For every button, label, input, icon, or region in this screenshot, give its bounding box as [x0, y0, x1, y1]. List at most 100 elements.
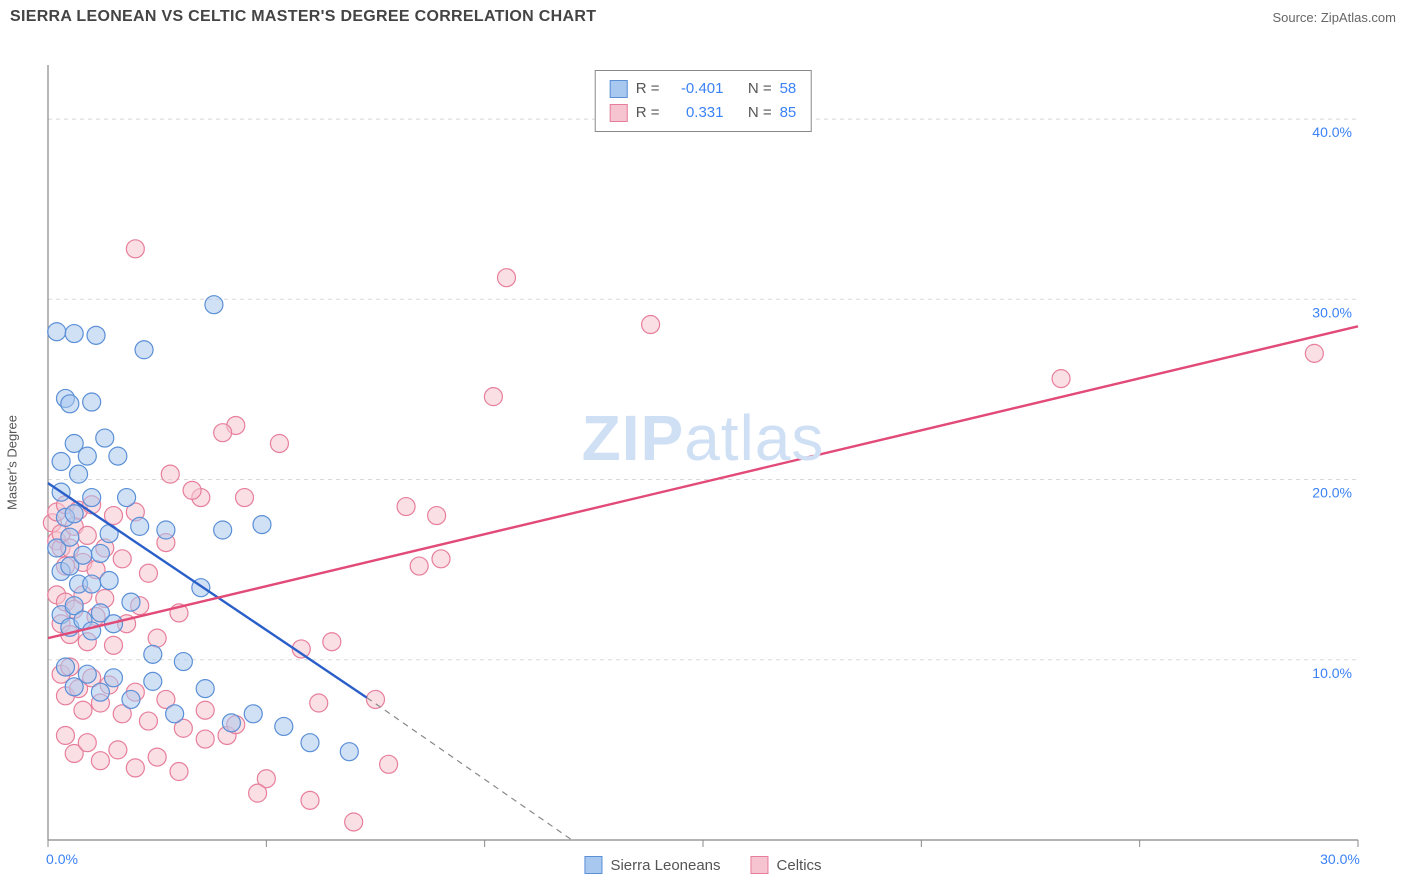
n-label: N = [748, 77, 772, 101]
scatter-point-sierra_leoneans [61, 395, 79, 413]
scatter-point-sierra_leoneans [91, 544, 109, 562]
scatter-point-celtics [498, 269, 516, 287]
scatter-point-sierra_leoneans [222, 714, 240, 732]
stats-legend: R =-0.401 N =58R =0.331 N =85 [595, 70, 812, 132]
scatter-point-sierra_leoneans [131, 517, 149, 535]
chart-header: SIERRA LEONEAN VS CELTIC MASTER'S DEGREE… [0, 0, 1406, 30]
n-value: 85 [780, 101, 797, 125]
y-axis-label: Master's Degree [5, 415, 20, 510]
trend-line-celtics [48, 326, 1358, 638]
scatter-point-sierra_leoneans [96, 429, 114, 447]
scatter-point-celtics [78, 734, 96, 752]
y-tick-label: 40.0% [1312, 124, 1352, 140]
stats-legend-row-sierra_leoneans: R =-0.401 N =58 [610, 77, 797, 101]
scatter-point-sierra_leoneans [214, 521, 232, 539]
scatter-point-sierra_leoneans [48, 323, 66, 341]
scatter-point-celtics [1052, 370, 1070, 388]
scatter-point-sierra_leoneans [109, 447, 127, 465]
r-label: R = [636, 101, 660, 125]
scatter-point-celtics [642, 316, 660, 334]
scatter-point-sierra_leoneans [157, 521, 175, 539]
scatter-point-sierra_leoneans [74, 546, 92, 564]
scatter-point-celtics [323, 633, 341, 651]
scatter-point-celtics [74, 701, 92, 719]
scatter-point-sierra_leoneans [83, 622, 101, 640]
series-legend-item-sierra_leoneans: Sierra Leoneans [584, 856, 720, 874]
scatter-point-celtics [249, 784, 267, 802]
r-label: R = [636, 77, 660, 101]
scatter-point-celtics [126, 759, 144, 777]
scatter-point-sierra_leoneans [135, 341, 153, 359]
scatter-point-sierra_leoneans [301, 734, 319, 752]
scatter-point-celtics [139, 564, 157, 582]
scatter-point-celtics [410, 557, 428, 575]
x-tick-label: 0.0% [46, 851, 78, 867]
y-tick-label: 10.0% [1312, 665, 1352, 681]
scatter-point-sierra_leoneans [78, 665, 96, 683]
scatter-point-sierra_leoneans [56, 658, 74, 676]
scatter-point-sierra_leoneans [144, 645, 162, 663]
scatter-point-sierra_leoneans [196, 680, 214, 698]
scatter-point-sierra_leoneans [70, 465, 88, 483]
series-legend-label: Celtics [777, 857, 822, 874]
scatter-point-sierra_leoneans [91, 683, 109, 701]
scatter-point-sierra_leoneans [65, 505, 83, 523]
trend-line-extrapolation-sierra_leoneans [367, 698, 572, 840]
scatter-point-celtics [126, 240, 144, 258]
scatter-point-celtics [236, 489, 254, 507]
n-value: 58 [780, 77, 797, 101]
scatter-point-sierra_leoneans [52, 453, 70, 471]
scatter-point-celtics [214, 424, 232, 442]
chart-title: SIERRA LEONEAN VS CELTIC MASTER'S DEGREE… [10, 8, 596, 26]
scatter-chart-svg: 10.0%20.0%30.0%40.0%0.0%30.0% [0, 30, 1406, 880]
legend-swatch-sierra_leoneans [610, 80, 628, 98]
scatter-point-celtics [56, 726, 74, 744]
scatter-point-celtics [109, 741, 127, 759]
scatter-point-sierra_leoneans [166, 705, 184, 723]
legend-swatch-celtics [751, 856, 769, 874]
scatter-point-celtics [484, 388, 502, 406]
scatter-point-sierra_leoneans [253, 516, 271, 534]
scatter-point-sierra_leoneans [65, 325, 83, 343]
scatter-point-sierra_leoneans [340, 743, 358, 761]
scatter-point-celtics [148, 748, 166, 766]
source-value: ZipAtlas.com [1321, 10, 1396, 25]
source-attribution: Source: ZipAtlas.com [1272, 10, 1396, 25]
scatter-point-celtics [1305, 344, 1323, 362]
scatter-point-sierra_leoneans [87, 326, 105, 344]
scatter-point-celtics [310, 694, 328, 712]
scatter-point-celtics [301, 791, 319, 809]
scatter-point-celtics [270, 434, 288, 452]
scatter-point-sierra_leoneans [174, 653, 192, 671]
scatter-point-celtics [345, 813, 363, 831]
scatter-point-celtics [380, 755, 398, 773]
series-legend: Sierra Leoneans Celtics [584, 856, 821, 874]
scatter-point-celtics [183, 481, 201, 499]
scatter-point-sierra_leoneans [118, 489, 136, 507]
scatter-point-sierra_leoneans [122, 593, 140, 611]
scatter-point-celtics [113, 550, 131, 568]
scatter-point-sierra_leoneans [61, 528, 79, 546]
scatter-point-sierra_leoneans [78, 447, 96, 465]
source-label: Source: [1272, 10, 1320, 25]
legend-swatch-sierra_leoneans [584, 856, 602, 874]
series-legend-item-celtics: Celtics [751, 856, 822, 874]
scatter-point-celtics [170, 763, 188, 781]
scatter-point-celtics [139, 712, 157, 730]
series-legend-label: Sierra Leoneans [610, 857, 720, 874]
scatter-point-celtics [78, 526, 96, 544]
scatter-point-celtics [397, 498, 415, 516]
scatter-point-sierra_leoneans [83, 489, 101, 507]
scatter-point-sierra_leoneans [83, 393, 101, 411]
scatter-point-celtics [428, 507, 446, 525]
scatter-point-sierra_leoneans [275, 717, 293, 735]
scatter-point-sierra_leoneans [100, 571, 118, 589]
scatter-point-sierra_leoneans [244, 705, 262, 723]
y-tick-label: 30.0% [1312, 304, 1352, 320]
scatter-point-sierra_leoneans [122, 690, 140, 708]
legend-swatch-celtics [610, 104, 628, 122]
y-tick-label: 20.0% [1312, 485, 1352, 501]
scatter-point-celtics [432, 550, 450, 568]
scatter-point-sierra_leoneans [144, 672, 162, 690]
scatter-point-celtics [196, 701, 214, 719]
